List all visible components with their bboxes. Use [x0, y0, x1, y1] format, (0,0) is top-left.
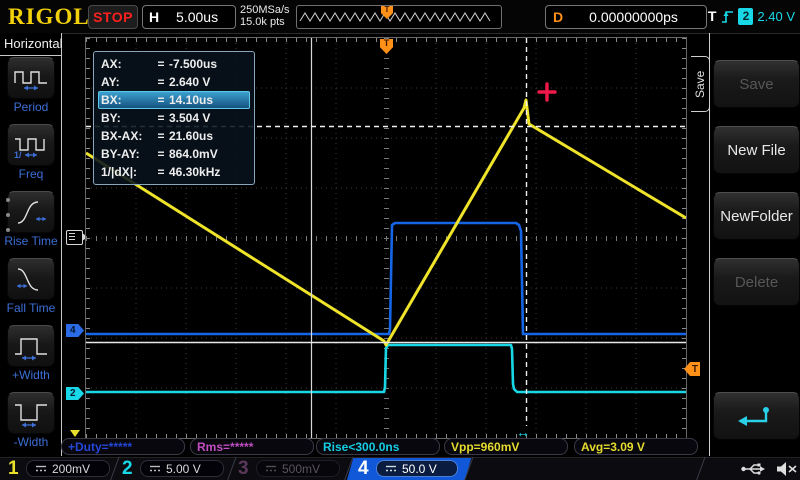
- ch1-scale-box[interactable]: 200mV: [26, 460, 110, 477]
- h-label: H: [149, 9, 160, 25]
- ch3-number[interactable]: 3: [238, 458, 249, 479]
- measure-slot-duty[interactable]: +Duty=*****: [61, 438, 185, 455]
- ch2-number[interactable]: 2: [122, 458, 133, 479]
- measure-slot-vpp[interactable]: Vpp=960mV: [444, 438, 568, 455]
- delay-value: 0.00000000ps: [589, 9, 678, 25]
- memory-trigger-pin: T: [381, 6, 393, 19]
- trigger-info-box[interactable]: T 2 2.40 V: [708, 5, 795, 27]
- new-folder-button[interactable]: NewFolder: [713, 192, 800, 240]
- waveform-display: ↔ T AX: = -7.500us AY: = 2.640 V BX: = 14.10us…: [85, 37, 687, 439]
- memory-depth: 15.0k pts: [240, 16, 285, 28]
- center-axis-vertical: [384, 38, 389, 438]
- ch4-ground-marker[interactable]: 4: [66, 324, 84, 337]
- separator: [695, 456, 706, 480]
- cursor-drag-handle-icon[interactable]: ↔: [516, 424, 530, 438]
- delay-label: D: [553, 9, 564, 25]
- ch4-number[interactable]: 4: [358, 458, 369, 479]
- run-state-badge[interactable]: STOP: [88, 5, 138, 29]
- delete-button[interactable]: Delete: [713, 258, 800, 306]
- waveform-traces: [86, 98, 686, 394]
- acquisition-info: 250MSa/s 15.0k pts: [240, 4, 290, 28]
- ch2-coupling-icon: [150, 465, 160, 472]
- menu-item-period[interactable]: Period: [0, 57, 62, 114]
- cursor-row-bx[interactable]: BX: = 14.10us: [98, 91, 250, 109]
- fall-time-icon: [17, 268, 39, 291]
- back-button[interactable]: [713, 392, 800, 440]
- trigger-source-badge: 2: [738, 7, 754, 25]
- trigger-level-marker[interactable]: T: [684, 362, 700, 376]
- top-status-bar: RIGOL STOP H 5.00us 250MSa/s 15.0k pts T…: [0, 0, 800, 34]
- memory-waveform-icon: [299, 12, 491, 22]
- timebase-value: 5.00us: [176, 9, 219, 25]
- right-menu-divider: [709, 33, 710, 456]
- trigger-position-pin[interactable]: T: [380, 39, 393, 54]
- freq-icon: 1/: [14, 138, 45, 160]
- cursor-row-inv-dx[interactable]: 1/|dX|: = 46.30kHz: [101, 165, 221, 179]
- pos-width-icon: [15, 338, 47, 361]
- ch2-scale-box[interactable]: 5.00 V: [140, 460, 224, 477]
- measure-slot-avg[interactable]: Avg=3.09 V: [574, 438, 698, 455]
- ch3-scale-box[interactable]: 500mV: [256, 460, 340, 477]
- menu-item-rise-time[interactable]: Rise Time: [0, 191, 62, 248]
- menu-item-fall-time[interactable]: Fall Time: [0, 258, 62, 315]
- ch1-offscreen-ground-marker: [70, 430, 80, 437]
- menu-item-freq[interactable]: 1/ Freq: [0, 124, 62, 181]
- ch3-coupling-icon: [266, 465, 276, 472]
- menu-item-pos-width[interactable]: +Width: [0, 325, 62, 382]
- measure-slot-rms[interactable]: Rms=*****: [190, 438, 314, 455]
- usb-icon[interactable]: [740, 461, 766, 477]
- cursor-row-bx-ax[interactable]: BX-AX: = 21.60us: [101, 129, 214, 143]
- ch4-coupling-icon: [386, 465, 396, 472]
- delay-box[interactable]: D 0.00000000ps: [545, 5, 707, 29]
- memory-waveform-map[interactable]: T: [296, 5, 502, 29]
- left-measure-menu: Horizontal Period 1/ Freq Rise Time: [0, 33, 63, 456]
- ch1-coupling-icon: [36, 465, 46, 472]
- cursor-readout-box: AX: = -7.500us AY: = 2.640 V BX: = 14.10us BY:…: [93, 51, 255, 185]
- rise-time-icon: [17, 201, 46, 224]
- menu-scroll-dots: [6, 198, 10, 232]
- measure-slot-rise[interactable]: Rise<300.0ns: [316, 438, 440, 455]
- ch1-trace: [86, 98, 686, 347]
- sample-rate: 250MSa/s: [240, 4, 290, 16]
- neg-width-icon: [15, 404, 47, 428]
- save-menu-tab[interactable]: Save: [691, 56, 710, 112]
- channel-offscreen-marker: [66, 230, 88, 245]
- cursor-row-ax[interactable]: AX: = -7.500us: [101, 57, 218, 71]
- ch4-scale-box[interactable]: 50.0 V: [376, 460, 458, 477]
- left-menu-title: Horizontal: [0, 33, 63, 56]
- speaker-muted-icon[interactable]: [776, 461, 798, 477]
- new-file-button[interactable]: New File: [713, 126, 800, 174]
- return-arrow-icon: [737, 407, 769, 426]
- svg-text:1/: 1/: [14, 150, 22, 160]
- channel-status-bar: 1 200mV 2 5.00 V 3 500mV 4 50.0 V: [0, 456, 800, 480]
- save-button[interactable]: Save: [713, 60, 800, 108]
- trigger-slope-icon: [722, 10, 734, 23]
- ch2-trace: [86, 343, 686, 394]
- cursor-row-by-ay[interactable]: BY-AY: = 864.0mV: [101, 147, 218, 161]
- rigol-logo: RIGOL: [8, 4, 90, 29]
- ch1-number[interactable]: 1: [8, 458, 19, 479]
- trigger-label: T: [707, 8, 717, 24]
- status-icons: [740, 461, 798, 477]
- period-icon: [14, 71, 47, 91]
- cursor-row-by[interactable]: BY: = 3.504 V: [101, 111, 211, 125]
- tracking-cross-marker[interactable]: [537, 82, 557, 102]
- trigger-level-value: 2.40 V: [757, 8, 795, 24]
- horizontal-timebase-box[interactable]: H 5.00us: [142, 5, 236, 29]
- ch2-ground-marker[interactable]: 2: [66, 387, 84, 400]
- separator: [226, 456, 237, 480]
- cursor-row-ay[interactable]: AY: = 2.640 V: [101, 75, 211, 89]
- menu-item-neg-width[interactable]: -Width: [0, 392, 62, 449]
- separator: [109, 456, 120, 480]
